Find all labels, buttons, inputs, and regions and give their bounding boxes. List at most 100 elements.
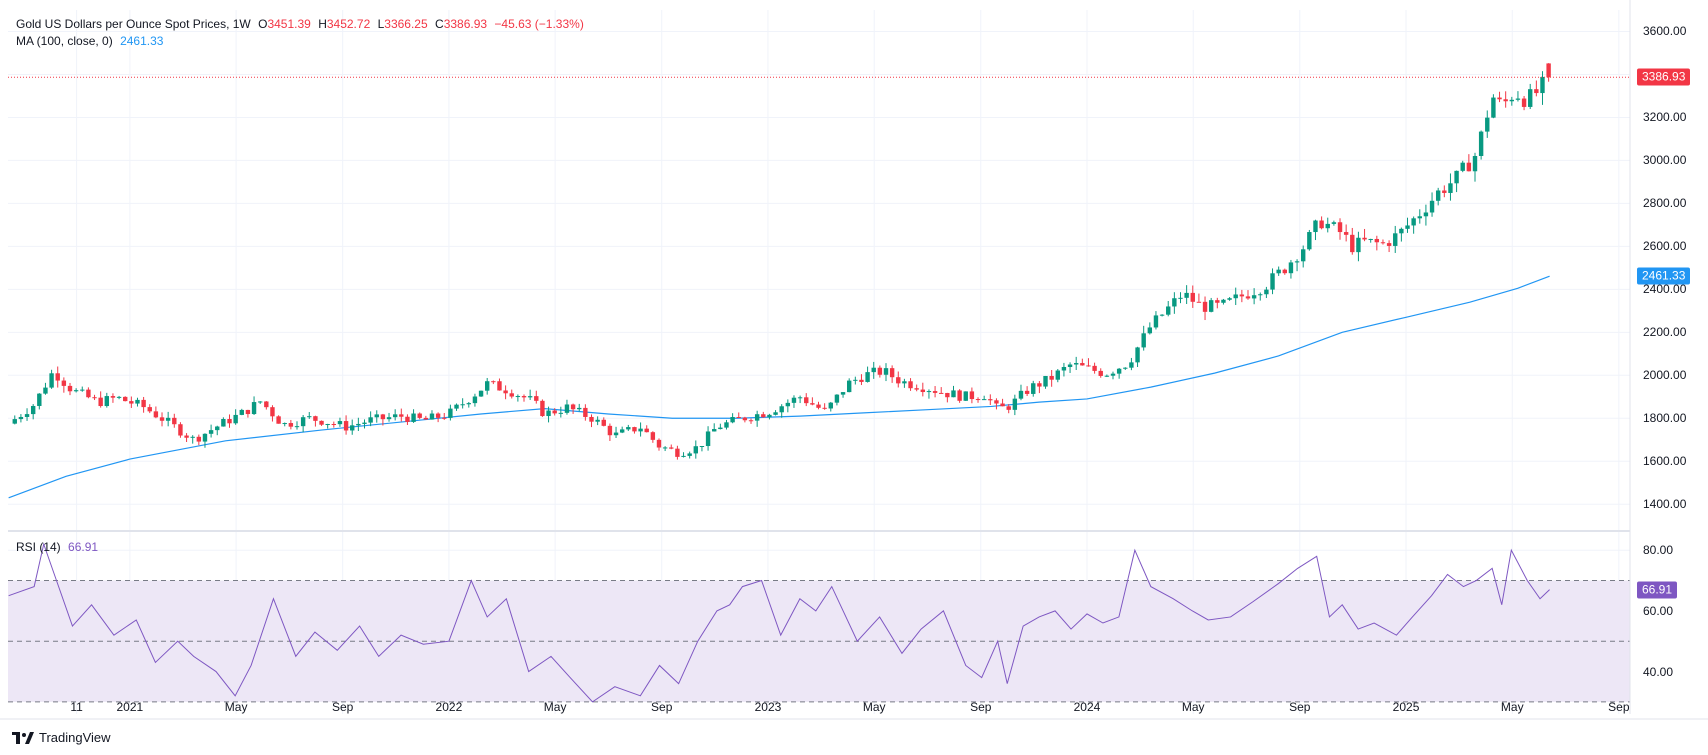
- candle-132[interactable]: [822, 403, 827, 410]
- candle-104[interactable]: [650, 431, 656, 443]
- candle-241[interactable]: [1491, 94, 1496, 119]
- candle-103[interactable]: [644, 425, 649, 433]
- candle-202[interactable]: [1251, 288, 1257, 305]
- candle-1[interactable]: [18, 414, 24, 423]
- candle-148[interactable]: [920, 382, 926, 397]
- candle-167[interactable]: [1037, 381, 1042, 394]
- candle-9[interactable]: [67, 382, 73, 396]
- candle-31[interactable]: [202, 433, 208, 448]
- candle-224[interactable]: [1386, 240, 1392, 253]
- candle-133[interactable]: [828, 401, 833, 412]
- candle-101[interactable]: [632, 426, 637, 434]
- candle-7[interactable]: [55, 366, 60, 388]
- candle-188[interactable]: [1166, 301, 1171, 317]
- candle-36[interactable]: [233, 409, 238, 425]
- candle-212[interactable]: [1313, 219, 1318, 241]
- candle-134[interactable]: [834, 394, 840, 406]
- candle-232[interactable]: [1435, 187, 1441, 206]
- candle-170[interactable]: [1055, 368, 1060, 383]
- candle-90[interactable]: [564, 399, 570, 415]
- candle-214[interactable]: [1325, 217, 1330, 233]
- candle-195[interactable]: [1208, 297, 1214, 313]
- candle-191[interactable]: [1184, 285, 1189, 304]
- candle-96[interactable]: [601, 417, 606, 427]
- candle-59[interactable]: [374, 410, 379, 423]
- candle-24[interactable]: [159, 412, 165, 427]
- candle-187[interactable]: [1159, 314, 1165, 317]
- candle-234[interactable]: [1448, 173, 1453, 201]
- candle-17[interactable]: [116, 395, 122, 400]
- candle-213[interactable]: [1319, 216, 1324, 230]
- candle-198[interactable]: [1227, 297, 1232, 301]
- candle-179[interactable]: [1110, 371, 1116, 380]
- candle-182[interactable]: [1129, 357, 1134, 371]
- candle-70[interactable]: [442, 412, 447, 420]
- candle-226[interactable]: [1399, 227, 1404, 242]
- candle-39[interactable]: [251, 396, 257, 416]
- candle-84[interactable]: [527, 389, 533, 400]
- candle-178[interactable]: [1104, 374, 1110, 378]
- candle-247[interactable]: [1528, 83, 1533, 110]
- candle-140[interactable]: [871, 361, 876, 379]
- candle-186[interactable]: [1153, 311, 1159, 330]
- candle-87[interactable]: [546, 406, 551, 423]
- candle-114[interactable]: [712, 423, 717, 432]
- candle-125[interactable]: [779, 404, 784, 418]
- candle-181[interactable]: [1123, 367, 1128, 370]
- candle-156[interactable]: [969, 387, 975, 404]
- candle-231[interactable]: [1429, 192, 1435, 217]
- candle-239[interactable]: [1478, 130, 1484, 160]
- candle-166[interactable]: [1031, 380, 1036, 397]
- candle-72[interactable]: [454, 403, 459, 411]
- candle-15[interactable]: [104, 392, 110, 408]
- candle-65[interactable]: [411, 409, 416, 423]
- candle-14[interactable]: [98, 391, 103, 408]
- candle-246[interactable]: [1521, 96, 1527, 111]
- candle-110[interactable]: [687, 451, 692, 459]
- candle-237[interactable]: [1466, 154, 1472, 172]
- candle-184[interactable]: [1141, 325, 1146, 351]
- candle-243[interactable]: [1503, 91, 1508, 108]
- candle-127[interactable]: [791, 395, 797, 408]
- candle-155[interactable]: [963, 391, 968, 401]
- candle-135[interactable]: [840, 392, 846, 398]
- candle-47[interactable]: [300, 415, 306, 433]
- candle-141[interactable]: [877, 365, 883, 378]
- candle-205[interactable]: [1270, 268, 1275, 295]
- candle-83[interactable]: [521, 394, 527, 402]
- candle-19[interactable]: [129, 396, 134, 408]
- candle-79[interactable]: [497, 378, 502, 391]
- candle-199[interactable]: [1233, 287, 1238, 306]
- candle-112[interactable]: [699, 445, 705, 452]
- candle-126[interactable]: [785, 399, 791, 413]
- candle-111[interactable]: [693, 440, 699, 459]
- candle-23[interactable]: [153, 406, 159, 419]
- candle-55[interactable]: [350, 419, 355, 435]
- candle-25[interactable]: [165, 411, 171, 427]
- candle-0[interactable]: [12, 415, 17, 425]
- candle-21[interactable]: [141, 396, 146, 413]
- candle-98[interactable]: [613, 426, 619, 439]
- candle-43[interactable]: [276, 415, 281, 424]
- candle-18[interactable]: [123, 396, 128, 402]
- candle-27[interactable]: [178, 422, 183, 438]
- candle-122[interactable]: [761, 411, 766, 418]
- candle-93[interactable]: [583, 404, 588, 421]
- candle-48[interactable]: [307, 412, 312, 419]
- candle-80[interactable]: [503, 385, 508, 400]
- candle-120[interactable]: [748, 418, 754, 424]
- candle-44[interactable]: [282, 422, 287, 427]
- candle-225[interactable]: [1393, 225, 1398, 253]
- candle-175[interactable]: [1086, 358, 1091, 367]
- candle-60[interactable]: [380, 413, 386, 426]
- candle-61[interactable]: [386, 412, 392, 422]
- candle-100[interactable]: [626, 424, 631, 431]
- candle-165[interactable]: [1024, 386, 1030, 396]
- candle-12[interactable]: [86, 387, 91, 399]
- candle-71[interactable]: [448, 404, 453, 421]
- candle-6[interactable]: [49, 369, 54, 389]
- candle-228[interactable]: [1411, 216, 1416, 234]
- candle-63[interactable]: [399, 408, 404, 422]
- candle-152[interactable]: [945, 392, 950, 403]
- candle-10[interactable]: [73, 388, 79, 393]
